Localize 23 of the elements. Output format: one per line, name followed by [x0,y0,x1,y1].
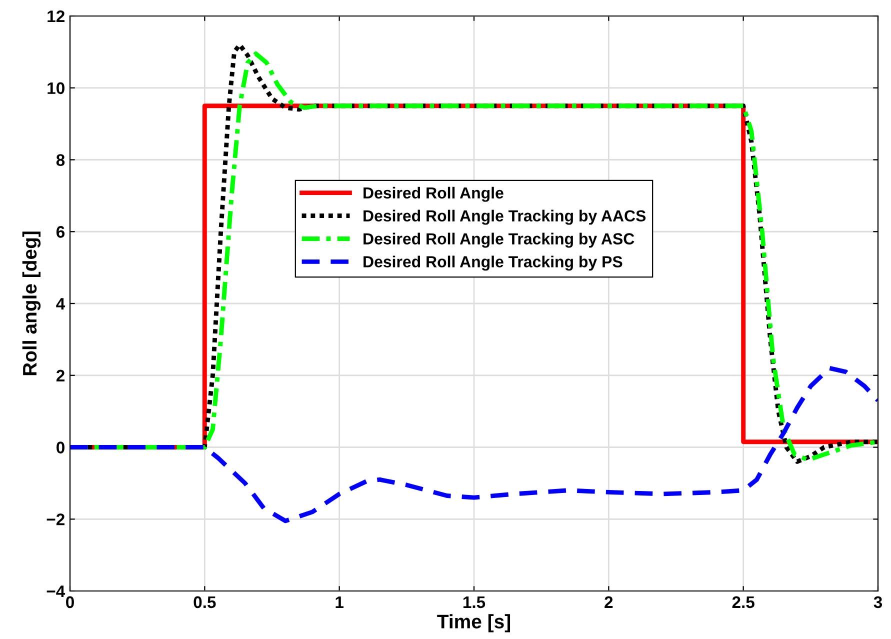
x-tick-label: 2.5 [732,596,754,608]
legend-label: Desired Roll Angle Tracking by PS [364,256,622,271]
x-tick-label: 0 [66,596,74,608]
y-tick-label: 0 [56,442,64,454]
x-tick-label: 0.5 [194,596,216,608]
line-series [70,366,878,524]
y-tick-label: 12 [48,10,64,22]
y-tick-label: 2 [56,370,64,382]
y-axis-title: Roll angle [deg] [22,232,41,376]
x-tick-label: 1 [336,596,344,608]
x-tick-label: 1.5 [463,596,486,608]
legend-label: Desired Roll Angle [364,186,504,202]
legend-label: Desired Roll Angle Tracking by ASC [364,232,634,248]
x-tick-label: 3 [874,596,882,608]
y-tick-label: 8 [56,154,65,166]
y-tick-label: 6 [56,226,65,238]
x-tick-label: 2 [604,596,613,608]
x-axis-title: Time [s] [437,614,510,632]
y-tick-label: −4 [46,586,66,598]
y-tick-label: 10 [48,82,64,94]
y-tick-label: 4 [56,298,66,310]
y-tick-label: −2 [46,514,64,526]
legend-label: Desired Roll Angle Tracking by AACS [364,210,646,225]
